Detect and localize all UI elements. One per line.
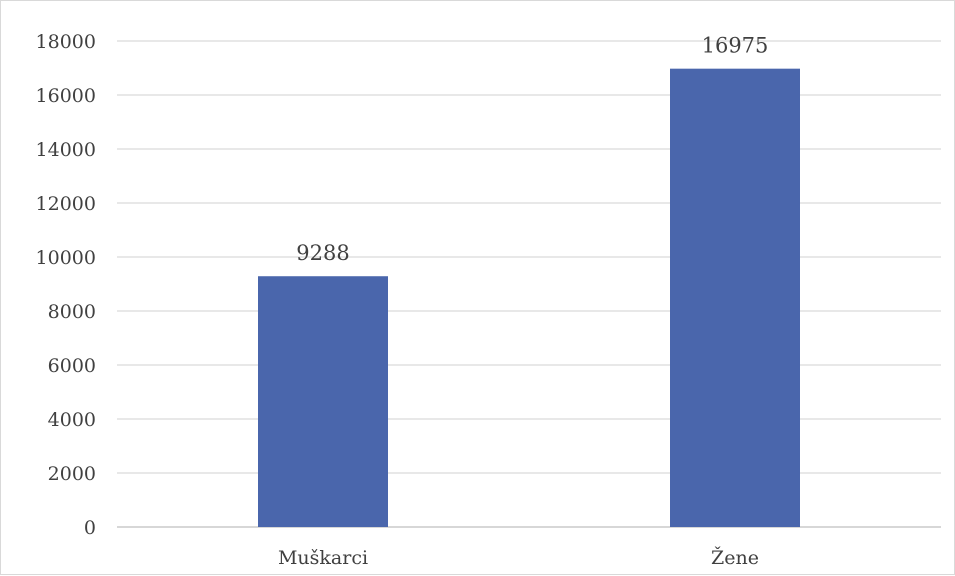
y-tick-label: 16000 xyxy=(36,85,96,107)
x-axis-categories: Muškarci Žene xyxy=(278,546,759,569)
data-label: 9288 xyxy=(296,241,349,265)
y-axis-ticks: 0 2000 4000 6000 8000 10000 12000 14000 16000 180… xyxy=(36,31,96,539)
data-labels: 9288 16975 xyxy=(296,34,768,266)
x-category-label: Žene xyxy=(711,546,759,569)
y-tick-label: 6000 xyxy=(48,355,96,377)
bar xyxy=(670,68,800,528)
y-tick-label: 0 xyxy=(84,517,96,539)
y-tick-label: 14000 xyxy=(36,139,96,161)
y-tick-label: 10000 xyxy=(36,247,96,269)
data-label: 16975 xyxy=(702,34,769,58)
y-tick-label: 2000 xyxy=(48,463,96,485)
x-category-label: Muškarci xyxy=(278,547,368,569)
y-tick-label: 18000 xyxy=(36,31,96,53)
y-tick-label: 12000 xyxy=(36,193,96,215)
gridlines xyxy=(117,40,941,528)
y-tick-label: 4000 xyxy=(48,409,96,431)
bars xyxy=(258,68,800,528)
y-tick-label: 8000 xyxy=(48,301,96,323)
bar xyxy=(258,276,388,527)
